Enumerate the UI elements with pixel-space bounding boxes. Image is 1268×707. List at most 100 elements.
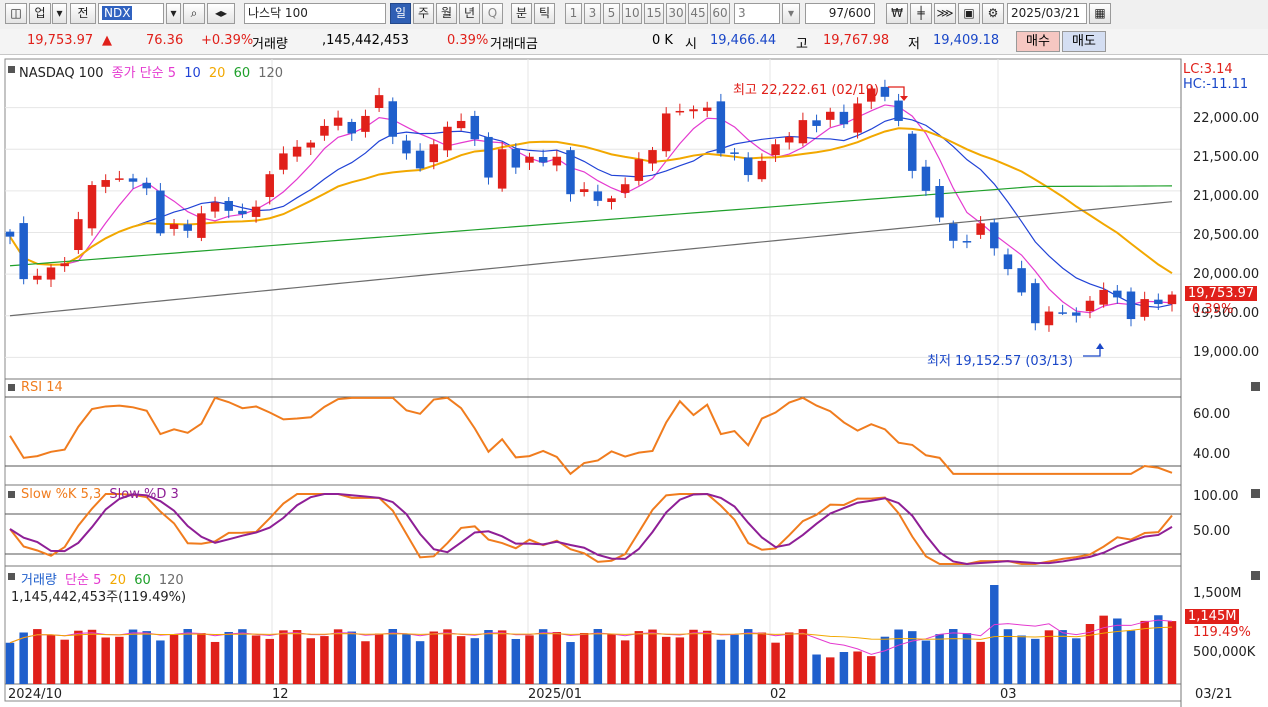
volume-bar bbox=[1031, 638, 1040, 684]
layout-icon[interactable]: ◫ bbox=[5, 3, 27, 24]
candle-tool-icon[interactable]: ╪ bbox=[910, 3, 932, 24]
calendar-icon[interactable]: ▦ bbox=[1089, 3, 1111, 24]
candle-body bbox=[1113, 290, 1122, 298]
candle-body bbox=[771, 144, 780, 156]
period-day[interactable]: 일 bbox=[390, 3, 411, 24]
market-dropdown-icon[interactable]: ▾ bbox=[52, 3, 67, 24]
period-week[interactable]: 주 bbox=[413, 3, 434, 24]
rsi-menu-icon[interactable] bbox=[8, 384, 15, 391]
period-quarter[interactable]: Q bbox=[482, 3, 503, 24]
y-tick: 21,000.00 bbox=[1193, 189, 1260, 204]
save-icon[interactable]: ▣ bbox=[958, 3, 980, 24]
volume-bar bbox=[101, 637, 110, 684]
interval-dropdown-icon[interactable]: ▾ bbox=[782, 3, 800, 24]
volume-bar bbox=[853, 651, 862, 684]
panel-menu-icon[interactable] bbox=[8, 66, 15, 73]
legend-ma10: 10 bbox=[184, 66, 201, 81]
sound-icon[interactable]: ◂▸ bbox=[207, 3, 235, 24]
legend-ma60: 60 bbox=[233, 66, 251, 81]
interval-10[interactable]: 10 bbox=[622, 3, 642, 24]
interval-15[interactable]: 15 bbox=[644, 3, 664, 24]
vol-ma20: 20 bbox=[109, 573, 127, 588]
rsi-maximize-icon[interactable] bbox=[1251, 382, 1260, 391]
volume-bar bbox=[607, 634, 616, 684]
rsi-tick: 60.00 bbox=[1193, 407, 1231, 422]
candle-body bbox=[867, 88, 876, 102]
date-field[interactable]: 2025/03/21 bbox=[1007, 3, 1087, 24]
interval-custom-input[interactable]: 3 bbox=[734, 3, 780, 24]
volume-bar bbox=[169, 634, 179, 684]
symbol-name-field[interactable]: 나스닥 100 bbox=[244, 3, 386, 24]
volume-bar bbox=[265, 638, 274, 684]
candle-body bbox=[1154, 299, 1163, 305]
candle-body bbox=[60, 263, 69, 267]
stoch-menu-icon[interactable] bbox=[8, 491, 15, 498]
candle-body bbox=[443, 126, 452, 151]
period-minute[interactable]: 분 bbox=[511, 3, 532, 24]
volume-menu-icon[interactable] bbox=[8, 573, 15, 580]
volume-bar bbox=[935, 634, 944, 684]
candle-body bbox=[101, 180, 110, 187]
volume-bar bbox=[648, 629, 657, 684]
volume-bar bbox=[238, 629, 247, 684]
volume-bar bbox=[675, 637, 685, 684]
prev-button[interactable]: 전 bbox=[70, 3, 96, 24]
vol-ma20-line bbox=[9, 626, 1173, 644]
candle-body bbox=[19, 223, 28, 280]
volume-maximize-icon[interactable] bbox=[1251, 571, 1260, 580]
volume-bar bbox=[5, 642, 15, 684]
interval-3[interactable]: 3 bbox=[584, 3, 601, 24]
candle-body bbox=[579, 189, 589, 192]
candle-body bbox=[183, 224, 192, 231]
y-tick: 20,000.00 bbox=[1193, 267, 1260, 282]
amount-value: 0 K bbox=[652, 33, 673, 48]
volume-bar bbox=[320, 636, 329, 684]
open-label: 시 bbox=[685, 37, 697, 52]
period-month[interactable]: 월 bbox=[436, 3, 457, 24]
market-select[interactable]: 업 bbox=[29, 3, 51, 24]
chart-area[interactable] bbox=[0, 54, 1268, 707]
candle-body bbox=[456, 120, 466, 129]
count-field[interactable]: 97/600 bbox=[805, 3, 875, 24]
period-tick[interactable]: 틱 bbox=[534, 3, 555, 24]
ma60-line bbox=[9, 185, 1173, 267]
interval-45[interactable]: 45 bbox=[688, 3, 708, 24]
interval-30[interactable]: 30 bbox=[666, 3, 686, 24]
interval-60[interactable]: 60 bbox=[710, 3, 730, 24]
volume-bar bbox=[962, 633, 972, 684]
amount-label: 거래대금 bbox=[490, 37, 538, 52]
candle-body bbox=[128, 178, 138, 182]
candle-body bbox=[962, 241, 972, 243]
volume-bar bbox=[1099, 615, 1108, 684]
volume-bar bbox=[87, 629, 97, 684]
stoch-d-label: Slow %D 3 bbox=[109, 487, 179, 502]
sell-button[interactable]: 매도 bbox=[1062, 31, 1106, 52]
vol-ma60: 60 bbox=[134, 573, 151, 588]
candle-body bbox=[470, 115, 480, 140]
candle-body bbox=[880, 86, 890, 97]
volume-bar bbox=[908, 631, 917, 684]
volume-bar bbox=[497, 630, 507, 684]
code-dropdown-icon[interactable]: ▾ bbox=[166, 3, 181, 24]
volume-bars bbox=[5, 585, 1177, 684]
candle-body bbox=[743, 157, 753, 176]
period-year[interactable]: 년 bbox=[459, 3, 480, 24]
interval-5[interactable]: 5 bbox=[603, 3, 620, 24]
buy-button[interactable]: 매수 bbox=[1016, 31, 1060, 52]
candle-body bbox=[1058, 312, 1067, 314]
candle-body bbox=[839, 111, 849, 125]
indicator-icon[interactable]: ⋙ bbox=[934, 3, 956, 24]
gear-icon[interactable]: ⚙ bbox=[982, 3, 1004, 24]
candle-body bbox=[156, 190, 165, 234]
last-pct-label: 0.39% bbox=[1192, 302, 1234, 317]
crosshair-icon[interactable]: ₩ bbox=[886, 3, 908, 24]
interval-1[interactable]: 1 bbox=[565, 3, 582, 24]
search-icon[interactable]: ⌕ bbox=[183, 3, 205, 24]
quote-bar: 19,753.97 ▲ 76.36 +0.39% 거래량 ,145,442,45… bbox=[0, 29, 1268, 55]
code-input[interactable]: NDX bbox=[98, 3, 164, 24]
candle-body bbox=[347, 121, 357, 134]
candle-body bbox=[142, 182, 151, 189]
stoch-maximize-icon[interactable] bbox=[1251, 489, 1260, 498]
candle-body bbox=[169, 224, 179, 229]
candle-body bbox=[1126, 291, 1136, 320]
